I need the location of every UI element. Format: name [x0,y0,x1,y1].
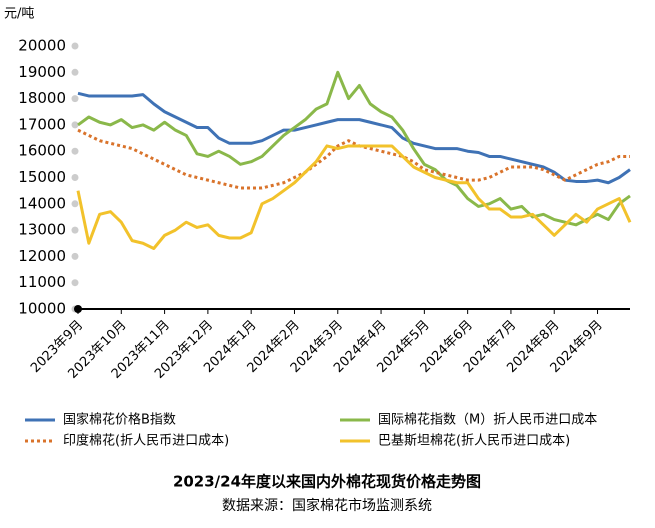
y-tick-mark [71,200,79,208]
y-tick-mark [71,279,79,287]
y-tick-label: 12000 [18,247,66,265]
series-line [77,91,631,185]
y-tick-mark [71,95,79,103]
y-tick-label: 17000 [18,115,66,133]
y-tick-mark [71,121,79,129]
chart-subtitle: 数据来源：国家棉花市场监测系统 [222,497,432,514]
y-axis-label: 元/吨 [4,7,34,22]
y-tick-label: 10000 [18,300,66,318]
y-tick-mark [71,147,79,155]
y-tick-label: 20000 [18,37,66,55]
y-tick-mark [71,42,79,50]
y-tick-mark [71,226,79,234]
y-tick-label: 19000 [18,63,66,81]
legend-label: 国家棉花价格B指数 [63,412,176,428]
y-tick-mark [71,68,79,76]
y-tick-label: 11000 [18,273,66,291]
y-tick-label: 15000 [18,168,66,186]
series-line [76,144,632,251]
y-tick-mark [71,252,79,260]
legend-label: 巴基斯坦棉花(折人民币进口成本) [378,433,570,449]
y-tick-mark [71,174,79,181]
y-tick-label: 13000 [18,221,66,239]
legend-label: 印度棉花(折人民币进口成本) [63,433,229,449]
legend-label: 国际棉花指数（M）折人民币进口成本 [378,412,597,428]
y-tick-label: 14000 [18,194,66,212]
chart-title: 2023/24年度以来国内外棉花现货价格走势图 [173,473,481,491]
y-tick-label: 16000 [18,142,66,160]
y-tick-label: 18000 [18,89,66,107]
series-line [77,70,631,227]
series-line [77,128,630,190]
